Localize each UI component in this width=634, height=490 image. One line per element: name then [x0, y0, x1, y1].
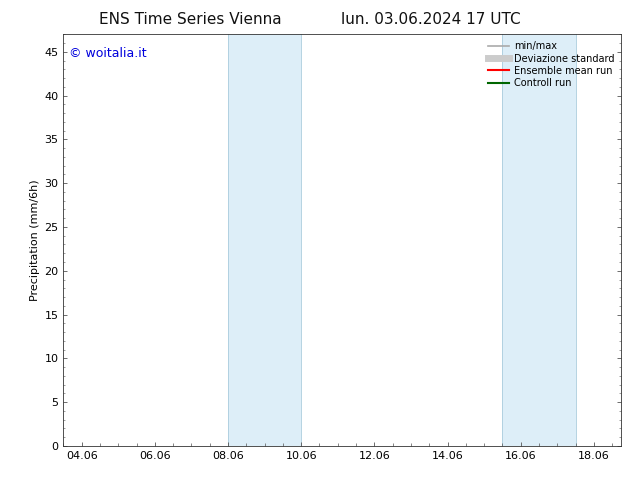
Y-axis label: Precipitation (mm/6h): Precipitation (mm/6h) — [30, 179, 40, 301]
Text: © woitalia.it: © woitalia.it — [69, 47, 146, 60]
Legend: min/max, Deviazione standard, Ensemble mean run, Controll run: min/max, Deviazione standard, Ensemble m… — [486, 39, 616, 90]
Text: ENS Time Series Vienna: ENS Time Series Vienna — [99, 12, 281, 27]
Bar — [228, 34, 301, 446]
Bar — [502, 34, 576, 446]
Text: lun. 03.06.2024 17 UTC: lun. 03.06.2024 17 UTC — [341, 12, 521, 27]
